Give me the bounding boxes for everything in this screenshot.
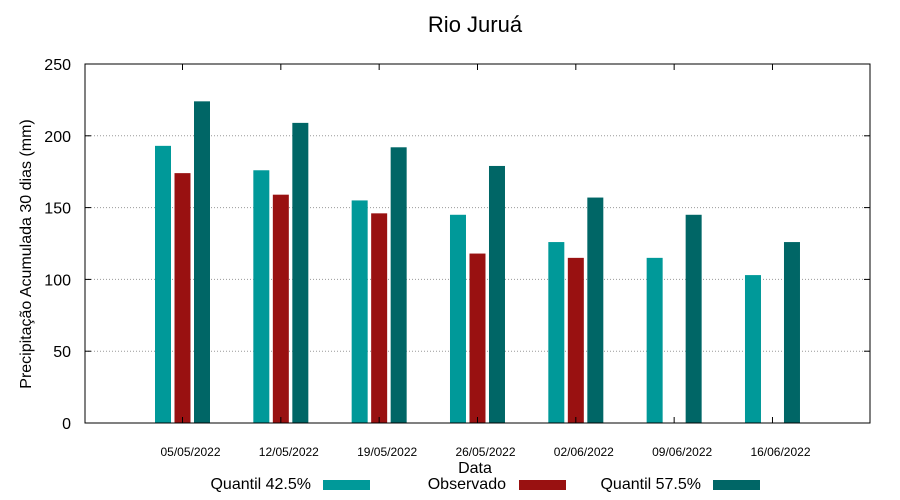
bar [567,257,584,423]
y-axis-ticks: 0 50 100 150 200 250 [44,57,870,433]
bar [449,214,466,423]
grid-lines [85,135,870,352]
bar [351,200,368,423]
bar [744,275,761,423]
y-tick-label: 250 [44,57,71,74]
bar [488,165,505,423]
bar [174,173,191,423]
bar [548,242,565,423]
x-tick-label: 09/06/2022 [652,445,712,459]
bar [272,194,289,423]
legend-label: Quantil 57.5% [600,476,701,493]
bars [155,101,800,424]
bar [587,197,604,423]
y-tick-label: 200 [44,129,71,146]
x-tick-label: 12/05/2022 [259,445,319,459]
x-tick-label: 26/05/2022 [455,445,515,459]
bar [685,214,702,423]
bar [253,170,270,423]
y-tick-label: 50 [53,344,71,361]
chart-title: Rio Juruá [428,12,523,37]
x-axis-label: Data [458,460,492,477]
bar [194,101,210,423]
x-tick-label: 02/06/2022 [554,445,614,459]
y-tick-label: 150 [44,201,71,218]
legend: Quantil 42.5% Observado Quantil 57.5% [210,476,760,493]
y-tick-label: 0 [62,416,71,433]
bar [469,253,486,423]
bar [390,147,407,423]
x-tick-label: 16/06/2022 [750,445,810,459]
x-axis-ticks: 05/05/2022 12/05/2022 19/05/2022 26/05/2022… [160,64,811,459]
legend-swatch [713,480,760,490]
bar [783,242,800,423]
y-tick-label: 100 [44,272,71,289]
y-axis-label: Precipitação Acumulada 30 dias (mm) [18,119,35,388]
legend-label: Observado [428,476,506,493]
legend-swatch [519,480,566,490]
bar [646,257,663,423]
bar [371,213,388,423]
legend-label: Quantil 42.5% [210,476,311,493]
x-tick-label: 19/05/2022 [357,445,417,459]
x-tick-label: 05/05/2022 [160,445,220,459]
bar [155,145,171,424]
legend-swatch [323,480,370,490]
bar [292,122,309,423]
